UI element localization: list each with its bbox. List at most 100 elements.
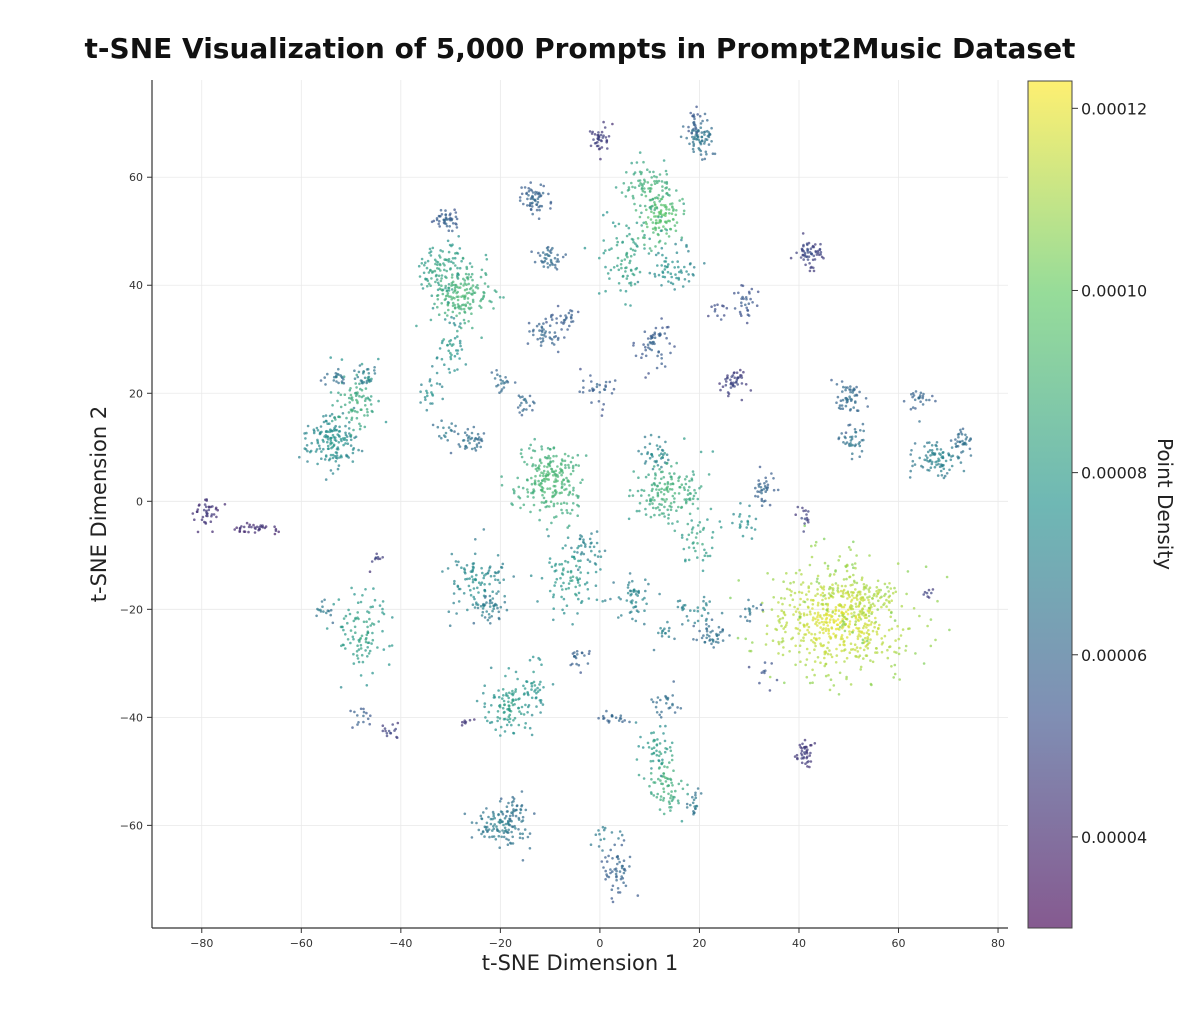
scatter-point <box>853 562 857 565</box>
scatter-point <box>832 621 836 624</box>
scatter-point <box>573 550 576 554</box>
scatter-point <box>650 767 653 770</box>
scatter-point <box>548 505 551 508</box>
scatter-point <box>546 446 550 450</box>
scatter-point <box>702 634 705 637</box>
scatter-point <box>556 304 560 308</box>
scatter-point <box>616 862 619 866</box>
scatter-point <box>703 157 707 161</box>
scatter-point <box>579 552 583 556</box>
scatter-point <box>560 562 564 566</box>
scatter-point <box>554 562 558 566</box>
scatter-point <box>834 609 837 613</box>
scatter-point <box>436 425 440 429</box>
scatter-point <box>357 648 361 651</box>
scatter-point <box>798 621 802 625</box>
scatter-point <box>542 184 545 188</box>
scatter-point <box>652 746 656 749</box>
scatter-point <box>707 473 711 476</box>
scatter-point <box>373 369 376 372</box>
scatter-point <box>534 474 537 478</box>
scatter-point <box>637 773 641 777</box>
scatter-point <box>305 444 309 447</box>
scatter-point <box>782 612 786 615</box>
scatter-point <box>480 268 484 272</box>
scatter-point <box>841 592 845 595</box>
scatter-point <box>691 147 695 151</box>
scatter-point <box>449 339 453 342</box>
scatter-point <box>555 268 559 271</box>
scatter-point <box>463 431 467 435</box>
scatter-point <box>456 329 459 333</box>
scatter-point <box>506 843 510 846</box>
scatter-point <box>840 611 844 615</box>
scatter-point <box>469 588 472 592</box>
scatter-point <box>501 697 504 700</box>
scatter-point <box>624 266 627 270</box>
scatter-point <box>577 597 580 601</box>
scatter-point <box>858 444 862 448</box>
scatter-point <box>541 703 545 706</box>
scatter-point <box>803 747 807 750</box>
scatter-point <box>499 378 503 382</box>
scatter-point <box>829 653 833 656</box>
scatter-point <box>699 149 703 153</box>
scatter-point <box>799 256 803 259</box>
scatter-point <box>760 671 764 674</box>
scatter-point <box>436 305 439 309</box>
scatter-point <box>829 614 832 617</box>
scatter-point <box>805 749 808 753</box>
scatter-point <box>671 482 674 485</box>
x-tick-label: 0 <box>596 937 603 950</box>
scatter-point <box>954 442 957 446</box>
scatter-point <box>658 481 662 485</box>
scatter-point <box>847 593 851 597</box>
scatter-point <box>505 723 509 727</box>
scatter-point <box>578 537 582 540</box>
scatter-point <box>662 732 665 735</box>
scatter-point <box>845 617 849 621</box>
scatter-point <box>848 622 851 626</box>
scatter-point <box>813 660 817 663</box>
scatter-point <box>683 498 686 501</box>
scatter-point <box>660 284 663 287</box>
scatter-point <box>805 593 808 596</box>
scatter-point <box>770 662 773 665</box>
scatter-point <box>467 306 471 310</box>
scatter-point <box>747 314 751 317</box>
scatter-point <box>585 581 589 584</box>
scatter-point <box>453 336 457 340</box>
scatter-point <box>374 556 378 559</box>
scatter-point <box>496 373 499 377</box>
scatter-point <box>710 126 713 130</box>
scatter-point <box>472 595 476 599</box>
scatter-point <box>415 324 418 328</box>
scatter-point <box>349 709 352 713</box>
scatter-point <box>353 377 357 381</box>
scatter-point <box>631 185 634 189</box>
scatter-point <box>777 619 781 622</box>
scatter-point <box>448 371 452 374</box>
scatter-point <box>694 126 697 129</box>
scatter-point <box>330 436 333 440</box>
scatter-point <box>931 588 935 591</box>
scatter-point <box>898 678 901 681</box>
scatter-point <box>462 307 466 311</box>
scatter-point <box>531 329 535 333</box>
scatter-point <box>584 454 588 457</box>
scatter-point <box>650 249 653 253</box>
scatter-point <box>842 643 845 646</box>
scatter-point <box>638 215 642 219</box>
scatter-point <box>665 702 668 705</box>
scatter-point <box>656 792 659 796</box>
scatter-point <box>664 694 667 698</box>
scatter-point <box>935 441 939 444</box>
scatter-point <box>364 387 368 390</box>
scatter-point <box>598 832 601 836</box>
scatter-point <box>564 463 567 467</box>
scatter-point <box>849 390 852 394</box>
scatter-point <box>460 348 464 351</box>
scatter-point <box>859 429 862 432</box>
scatter-point <box>562 611 566 615</box>
scatter-point <box>762 669 765 673</box>
